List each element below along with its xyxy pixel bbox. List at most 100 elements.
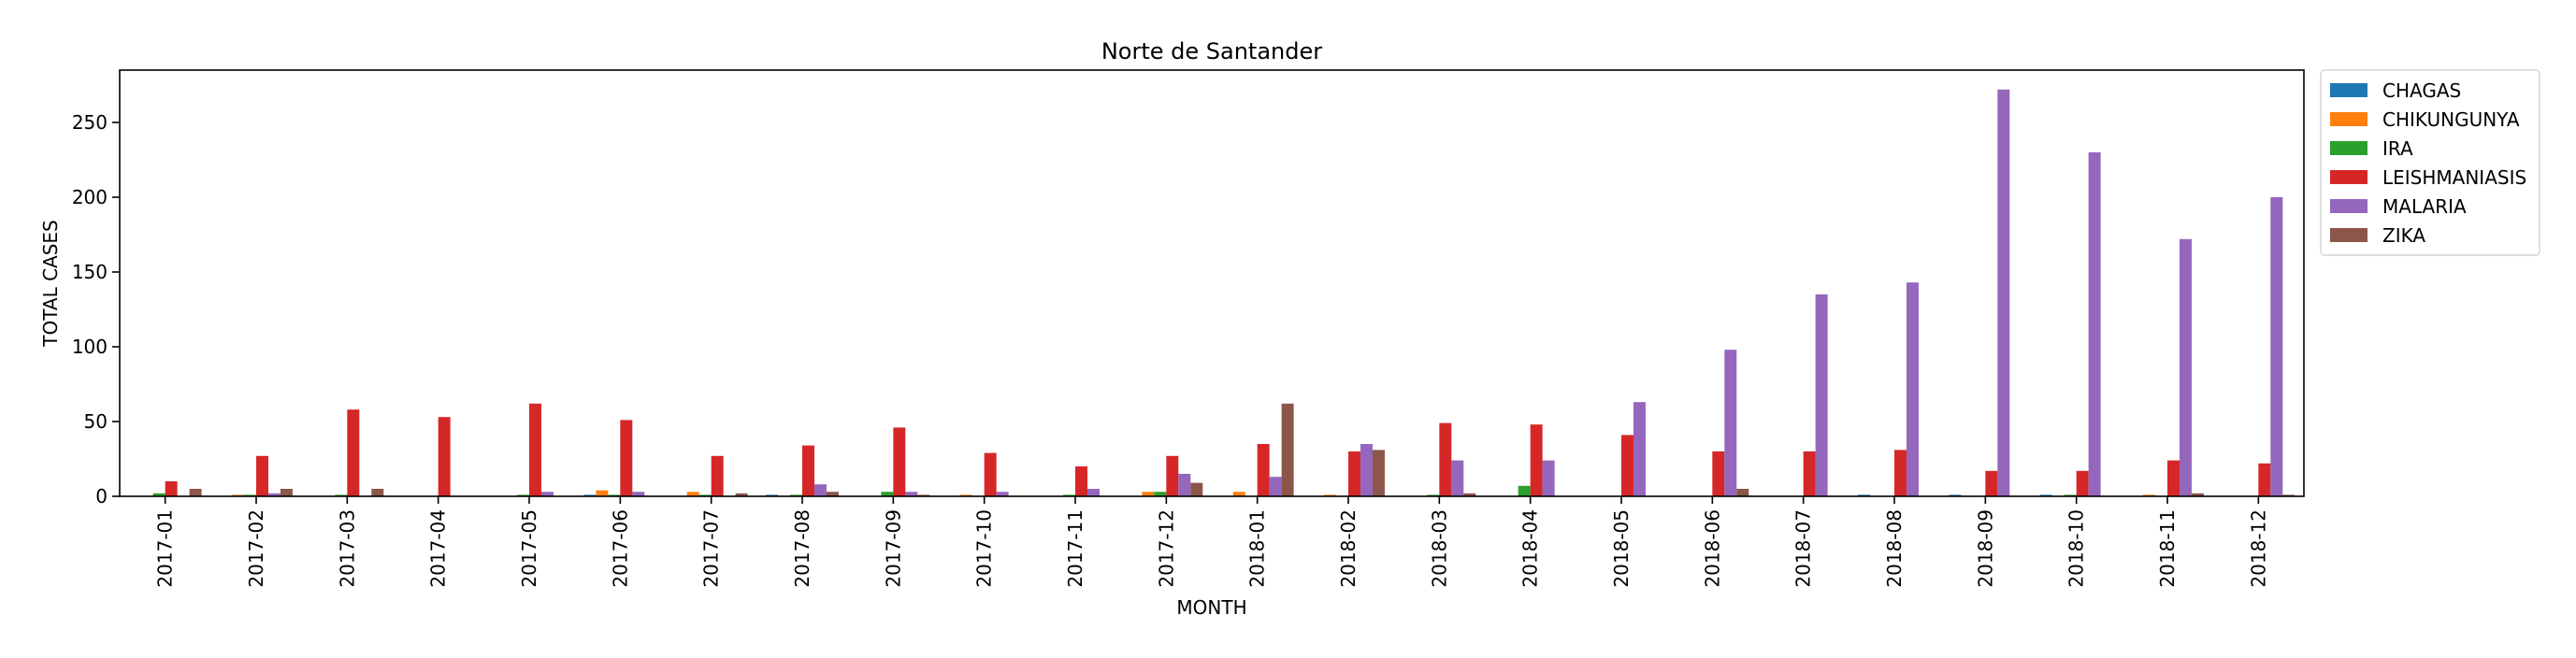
legend-swatch-zika [2330, 228, 2367, 242]
bar-ira-2017-01 [152, 493, 165, 496]
x-tick-label-2018-02: 2018-02 [1337, 509, 1360, 588]
bar-chikungunya-2017-12 [1142, 492, 1155, 496]
bar-malaria-2018-12 [2270, 197, 2283, 496]
x-tick-label-2017-07: 2017-07 [700, 509, 723, 588]
bar-leishmaniasis-2017-07 [711, 455, 724, 496]
legend-swatch-ira [2330, 141, 2367, 155]
x-tick-label-2017-11: 2017-11 [1064, 509, 1087, 588]
bar-zika-2017-03 [371, 489, 384, 496]
x-tick-label-2018-07: 2018-07 [1792, 509, 1815, 588]
x-tick-label-2017-02: 2017-02 [245, 509, 267, 588]
bar-leishmaniasis-2018-01 [1257, 444, 1270, 496]
bar-leishmaniasis-2018-07 [1803, 451, 1816, 496]
bar-leishmaniasis-2018-11 [2167, 460, 2180, 496]
bar-malaria-2017-12 [1178, 474, 1191, 496]
bar-malaria-2018-07 [1815, 294, 1828, 496]
bar-chikungunya-2018-01 [1232, 492, 1245, 496]
bar-malaria-2018-10 [2088, 152, 2101, 496]
legend-label-chikungunya: CHIKUNGUNYA [2382, 108, 2520, 131]
bar-malaria-2018-06 [1724, 350, 1737, 496]
bar-leishmaniasis-2018-05 [1621, 435, 1633, 496]
legend-swatch-chikungunya [2330, 112, 2367, 126]
bar-zika-2017-12 [1190, 482, 1203, 496]
legend: CHAGAS CHIKUNGUNYA IRA LEISHMANIASIS MALARIA… [2320, 69, 2540, 256]
y-tick-label-0: 0 [95, 485, 108, 508]
y-tick-label-150: 150 [72, 261, 108, 283]
plot-frame [119, 69, 2305, 497]
x-tick-label-2017-01: 2017-01 [154, 509, 177, 588]
x-tick-label-2018-04: 2018-04 [1519, 509, 1542, 588]
bar-leishmaniasis-2018-09 [1985, 470, 1998, 496]
y-tick-label-50: 50 [84, 410, 108, 433]
x-axis-label: MONTH [1176, 596, 1246, 619]
bar-malaria-2018-04 [1542, 460, 1555, 496]
chart-title: Norte de Santander [1101, 38, 1322, 64]
x-tick-label-2017-09: 2017-09 [882, 509, 904, 588]
bar-ira-2017-09 [881, 492, 894, 496]
x-tick-label-2017-05: 2017-05 [518, 509, 540, 588]
bar-malaria-2018-05 [1633, 402, 1646, 496]
bar-malaria-2018-09 [1997, 89, 2010, 497]
y-tick-label-250: 250 [72, 111, 108, 134]
x-tick-label-2017-03: 2017-03 [336, 509, 358, 588]
bar-leishmaniasis-2018-03 [1439, 422, 1452, 496]
bar-leishmaniasis-2018-04 [1530, 424, 1543, 496]
bar-leishmaniasis-2018-12 [2258, 463, 2271, 496]
bar-leishmaniasis-2017-04 [438, 417, 451, 496]
bar-malaria-2017-06 [632, 492, 645, 496]
bar-leishmaniasis-2017-01 [165, 481, 178, 496]
bar-leishmaniasis-2018-06 [1712, 451, 1725, 496]
legend-label-ira: IRA [2382, 137, 2413, 160]
x-tick-label-2017-10: 2017-10 [973, 509, 996, 588]
legend-swatch-malaria [2330, 199, 2367, 213]
bar-malaria-2018-02 [1360, 444, 1373, 496]
bar-leishmaniasis-2018-02 [1348, 451, 1360, 496]
bar-ira-2017-12 [1154, 492, 1167, 496]
bar-zika-2018-01 [1281, 403, 1294, 496]
bar-malaria-2018-01 [1269, 477, 1282, 496]
bar-malaria-2018-03 [1451, 460, 1464, 496]
bar-leishmaniasis-2018-10 [2076, 470, 2089, 496]
bar-zika-2017-08 [826, 492, 839, 496]
y-axis: 0 50 100 150 200 250 [72, 111, 120, 508]
bar-malaria-2017-11 [1087, 489, 1100, 496]
bar-leishmaniasis-2017-03 [347, 409, 360, 496]
bar-leishmaniasis-2017-05 [529, 403, 541, 496]
x-tick-label-2017-06: 2017-06 [609, 509, 631, 588]
x-tick-label-2017-04: 2017-04 [427, 509, 450, 588]
x-tick-label-2018-01: 2018-01 [1246, 509, 1269, 588]
bar-malaria-2018-08 [1906, 282, 1919, 496]
x-tick-label-2017-08: 2017-08 [791, 509, 813, 588]
x-tick-label-2018-11: 2018-11 [2156, 509, 2179, 588]
bar-malaria-2017-09 [905, 492, 918, 496]
bar-leishmaniasis-2017-12 [1166, 455, 1179, 496]
x-tick-label-2018-09: 2018-09 [1974, 509, 1996, 588]
legend-swatch-chagas [2330, 83, 2367, 97]
bar-leishmaniasis-2017-06 [620, 420, 633, 496]
legend-label-leishmaniasis: LEISHMANIASIS [2382, 166, 2526, 189]
bar-malaria-2017-10 [996, 492, 1009, 496]
legend-swatch-leishmaniasis [2330, 170, 2367, 184]
x-tick-label-2018-08: 2018-08 [1883, 509, 1906, 588]
bars-group [152, 89, 2295, 497]
bar-leishmaniasis-2018-08 [1894, 450, 1907, 496]
x-tick-label-2018-12: 2018-12 [2247, 509, 2269, 588]
bar-chikungunya-2017-07 [686, 492, 699, 496]
legend-label-chagas: CHAGAS [2382, 79, 2461, 102]
bar-malaria-2017-02 [267, 493, 281, 496]
bar-zika-2018-03 [1463, 493, 1476, 496]
bar-ira-2018-04 [1518, 485, 1531, 496]
bar-malaria-2018-11 [2179, 238, 2192, 497]
legend-label-malaria: MALARIA [2382, 195, 2467, 218]
bar-zika-2017-07 [735, 493, 748, 496]
bar-leishmaniasis-2017-02 [256, 455, 268, 496]
bar-leishmaniasis-2017-08 [802, 445, 814, 496]
y-axis-label: TOTAL CASES [39, 220, 62, 347]
y-tick-label-100: 100 [72, 336, 108, 358]
x-tick-label-2017-12: 2017-12 [1155, 509, 1177, 588]
bar-zika-2018-06 [1736, 489, 1749, 496]
x-tick-label-2018-03: 2018-03 [1428, 509, 1450, 588]
x-tick-label-2018-05: 2018-05 [1610, 509, 1633, 588]
bar-chikungunya-2017-06 [596, 490, 609, 496]
